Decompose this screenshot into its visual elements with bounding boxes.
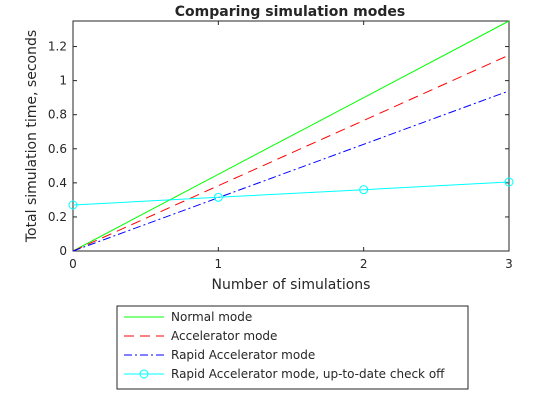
legend-marker bbox=[139, 369, 149, 379]
y-tick-label: 1 bbox=[59, 74, 67, 88]
legend-label: Rapid Accelerator mode, up-to-date check… bbox=[171, 367, 445, 381]
legend: Normal mode Accelerator mode Rapid Acceler… bbox=[116, 305, 469, 390]
y-tick-label: 0.2 bbox=[48, 210, 67, 224]
x-tick-label: 0 bbox=[69, 257, 77, 271]
data-point bbox=[68, 200, 78, 210]
y-tick-label: 1.2 bbox=[48, 40, 67, 54]
x-tick-label: 3 bbox=[505, 257, 513, 271]
y-tick-label: 0.6 bbox=[48, 142, 67, 156]
series-line-3 bbox=[72, 90, 510, 252]
data-point bbox=[359, 185, 369, 195]
legend-label: Accelerator mode bbox=[171, 329, 277, 343]
legend-label: Rapid Accelerator mode bbox=[171, 348, 315, 362]
series-line-4 bbox=[72, 181, 510, 206]
legend-box bbox=[116, 305, 469, 390]
x-tick-label: 1 bbox=[215, 257, 223, 271]
x-axis-label: Number of simulations bbox=[212, 277, 371, 293]
series-line-1 bbox=[72, 20, 510, 252]
chart-title: Comparing simulation modes bbox=[175, 4, 405, 20]
data-point bbox=[213, 192, 223, 202]
plot-area: 0 1 2 3 0 0.2 0.4 0.6 0.8 1 1.2 bbox=[48, 20, 514, 271]
y-tick-label: 0.4 bbox=[48, 176, 67, 190]
y-tick-label: 0.8 bbox=[48, 108, 67, 122]
y-tick-label: 0 bbox=[59, 244, 67, 258]
x-tick-label: 2 bbox=[360, 257, 368, 271]
legend-label: Normal mode bbox=[171, 310, 252, 324]
data-point bbox=[504, 177, 514, 187]
y-axis-label: Total simulation time, seconds bbox=[24, 30, 40, 243]
